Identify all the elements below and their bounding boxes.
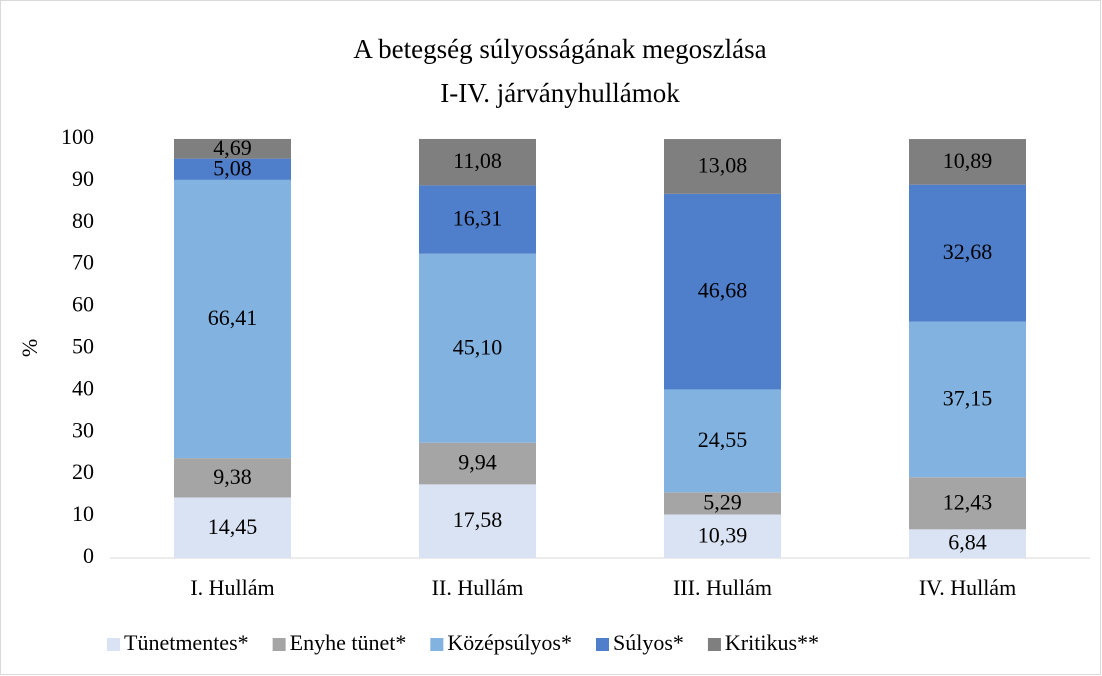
data-label: 10,39: [698, 522, 748, 547]
data-label: 4,69: [213, 135, 252, 160]
legend-label: Tünetmentes*: [124, 630, 249, 655]
data-label: 9,38: [213, 464, 252, 489]
y-tick-label: 50: [72, 334, 94, 359]
bar-segment: [664, 193, 781, 390]
data-label: 10,89: [943, 148, 993, 173]
bar-segment: [664, 514, 781, 558]
data-label: 5,29: [703, 489, 742, 514]
legend-swatch: [272, 638, 286, 651]
bar-segment: [419, 253, 536, 443]
legend-swatch: [596, 638, 609, 651]
x-tick-label: III. Hullám: [673, 575, 772, 600]
legend-label: Súlyos*: [613, 630, 684, 655]
bar-segment: [174, 458, 291, 498]
y-tick-label: 60: [72, 292, 94, 317]
data-label: 45,10: [453, 334, 503, 359]
data-label: 12,43: [943, 489, 993, 514]
chart-title: A betegség súlyosságának megoszlása: [353, 34, 766, 64]
data-label: 9,94: [458, 450, 497, 475]
data-label: 13,08: [698, 152, 748, 177]
bar-segment: [909, 321, 1026, 478]
data-label: 66,41: [208, 305, 258, 330]
bar-segment: [909, 139, 1026, 185]
y-axis-label: %: [17, 339, 42, 357]
chart-title: I-IV. járványhullámok: [440, 78, 680, 108]
bar-segment: [174, 179, 291, 459]
y-tick-label: 80: [72, 208, 94, 233]
y-tick-label: 0: [83, 543, 94, 568]
legend-swatch: [107, 638, 120, 651]
bar-segment: [419, 138, 536, 186]
data-label: 6,84: [948, 530, 987, 555]
bar-segment: [909, 477, 1026, 530]
data-label: 14,45: [208, 514, 258, 539]
bar-segment: [419, 484, 536, 558]
y-tick-label: 100: [61, 124, 94, 149]
data-label: 17,58: [453, 507, 503, 532]
bar-segment: [174, 158, 291, 180]
bar-segment: [664, 389, 781, 493]
data-label: 16,31: [453, 206, 503, 231]
data-label: 32,68: [943, 239, 993, 264]
y-tick-label: 20: [72, 459, 94, 484]
legend-swatch: [707, 638, 721, 651]
bar-segment: [909, 184, 1026, 322]
legend-label: Enyhe tünet*: [290, 630, 407, 655]
y-tick-label: 10: [72, 501, 94, 526]
y-tick-label: 40: [72, 375, 94, 400]
legend-swatch: [430, 638, 444, 651]
bar-segment: [909, 529, 1026, 558]
bar-segment: [174, 497, 291, 558]
bar-segment: [664, 492, 781, 515]
bar-segment: [419, 185, 536, 254]
legend-label: Középsúlyos*: [447, 630, 572, 655]
bar-segment: [664, 139, 781, 194]
y-tick-label: 70: [72, 250, 94, 275]
x-tick-label: I. Hullám: [190, 575, 274, 600]
y-tick-label: 90: [72, 166, 94, 191]
data-label: 11,08: [453, 148, 502, 173]
data-label: 46,68: [698, 278, 748, 303]
bar-segment: [419, 442, 536, 485]
x-tick-label: IV. Hullám: [919, 575, 1016, 600]
x-tick-label: II. Hullám: [432, 575, 524, 600]
data-label: 37,15: [943, 385, 993, 410]
bar-segment: [174, 138, 291, 159]
data-label: 5,08: [213, 155, 252, 180]
legend-label: Kritikus**: [725, 630, 819, 655]
data-label: 24,55: [698, 427, 748, 452]
y-tick-label: 30: [72, 417, 94, 442]
